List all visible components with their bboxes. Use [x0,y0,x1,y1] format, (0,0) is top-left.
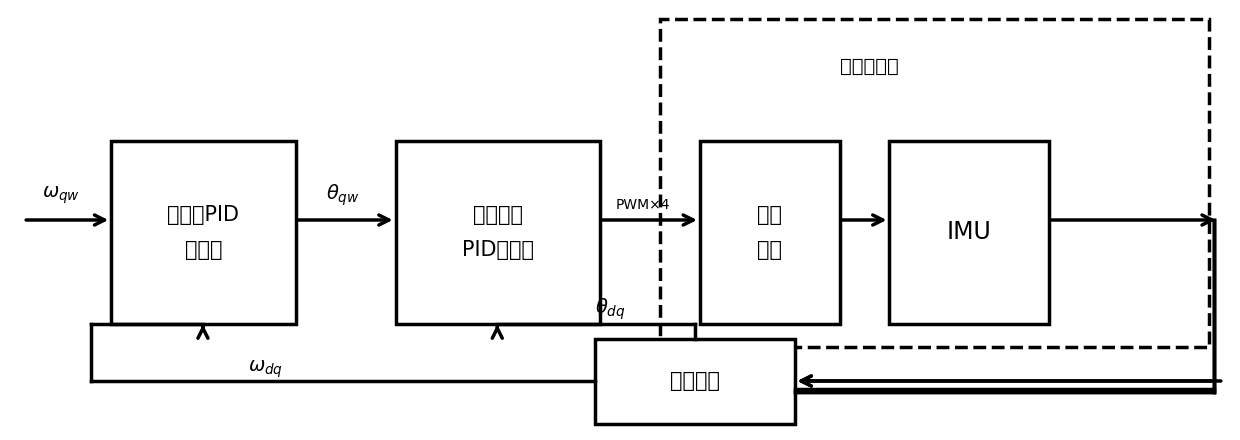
Text: PWM×4: PWM×4 [616,198,670,212]
Text: 姿态解算: 姿态解算 [670,371,720,392]
Bar [396,140,600,324]
Bar [699,140,839,324]
Text: 角度环PID: 角度环PID [167,205,239,224]
Text: 旋翼飞行器: 旋翼飞行器 [839,56,899,76]
Text: IMU: IMU [947,220,992,245]
Text: 无刷: 无刷 [758,205,782,224]
Text: 控制器: 控制器 [185,240,222,260]
Bar [112,140,295,324]
Text: $\omega_{qw}$: $\omega_{qw}$ [42,184,81,206]
Text: $\omega_{dq}$: $\omega_{dq}$ [248,358,284,380]
Text: $\theta_{qw}$: $\theta_{qw}$ [326,183,360,208]
Bar [889,140,1049,324]
Bar [660,19,1209,347]
Bar [595,339,795,424]
Text: PID控制器: PID控制器 [461,240,533,260]
Text: 电机: 电机 [758,240,782,260]
Text: $\theta_{dq}$: $\theta_{dq}$ [595,297,625,322]
Text: 角速度环: 角速度环 [472,205,523,224]
